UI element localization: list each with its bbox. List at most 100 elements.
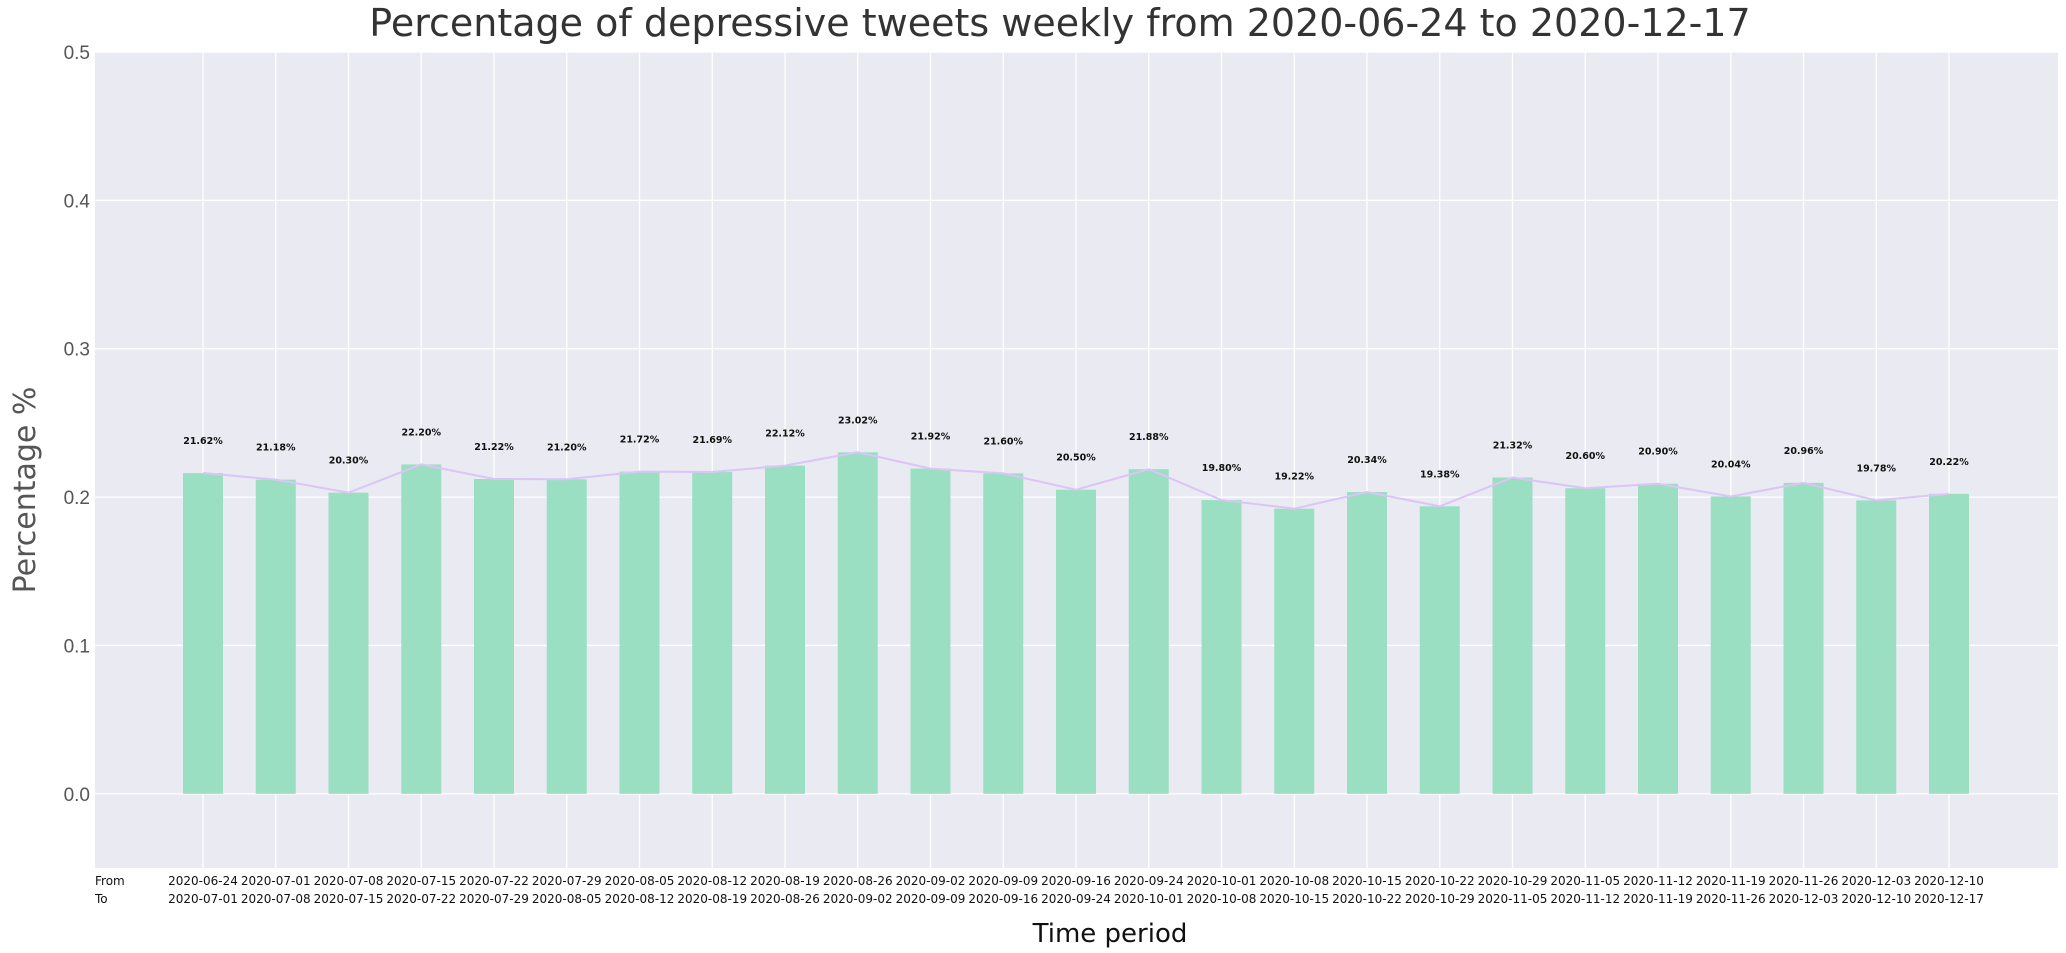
bar	[1274, 508, 1315, 794]
bar	[1056, 489, 1096, 794]
x-tick-label-from: 2020-09-24	[1114, 874, 1184, 888]
x-tick-label-from: 2020-07-29	[532, 874, 602, 888]
data-label: 21.72%	[620, 435, 660, 446]
x-tick-label-from: 2020-09-16	[1041, 874, 1111, 888]
x-tick-label-to: 2020-09-16	[968, 892, 1038, 906]
data-label: 21.92%	[911, 432, 951, 443]
bar	[1856, 500, 1897, 794]
data-label: 20.22%	[1929, 457, 1969, 468]
x-tick-label-to: 2020-07-01	[168, 892, 238, 906]
bars	[183, 452, 1969, 794]
x-tick-label-to: 2020-09-24	[1041, 892, 1111, 906]
x-tick-label-from: 2020-08-12	[677, 874, 747, 888]
bar	[255, 479, 296, 794]
bar	[1565, 488, 1606, 794]
data-label: 20.90%	[1638, 447, 1678, 458]
x-tick-label-to: 2020-10-15	[1259, 892, 1329, 906]
y-tick-label: 0.3	[64, 340, 90, 361]
x-tick-label-to: 2020-11-19	[1623, 892, 1693, 906]
bar	[1347, 492, 1387, 794]
x-tick-label-from: 2020-06-24	[168, 874, 238, 888]
x-tick-label-from: 2020-08-05	[605, 874, 675, 888]
data-label: 21.20%	[547, 442, 587, 453]
data-label: 22.20%	[401, 427, 441, 438]
x-tick-label-from: 2020-10-22	[1405, 874, 1475, 888]
data-label: 20.96%	[1784, 446, 1824, 457]
x-tick-label-to: 2020-12-17	[1914, 892, 1984, 906]
x-tick-label-from: 2020-08-26	[823, 874, 893, 888]
y-tick-label: 0.0	[64, 785, 90, 806]
bar	[983, 473, 1024, 794]
data-label: 22.12%	[765, 429, 805, 440]
x-tick-label-to: 2020-11-05	[1478, 892, 1548, 906]
x-tick-label-from: 2020-11-12	[1623, 874, 1693, 888]
x-tick-label-to: 2020-10-08	[1187, 892, 1257, 906]
x-tick-label-to: 2020-08-12	[605, 892, 675, 906]
bar	[1419, 506, 1460, 794]
bar	[1929, 493, 1969, 794]
x-tick-label-from: 2020-11-05	[1550, 874, 1620, 888]
bar	[1201, 500, 1242, 794]
data-label: 23.02%	[838, 415, 878, 426]
x-tick-label-to: 2020-07-15	[314, 892, 384, 906]
x-tick-label-to: 2020-12-10	[1841, 892, 1911, 906]
x-tick-label-from: 2020-10-29	[1478, 874, 1548, 888]
x-tick-label-to: 2020-08-19	[677, 892, 747, 906]
x-tick-label-to: 2020-11-12	[1550, 892, 1620, 906]
bar	[1492, 477, 1533, 794]
bar	[546, 479, 587, 794]
x-tick-label-from: 2020-12-10	[1914, 874, 1984, 888]
y-tick-label: 0.4	[64, 191, 91, 212]
x-tick-label-to: 2020-09-09	[896, 892, 966, 906]
x-tick-label-to: 2020-09-02	[823, 892, 893, 906]
x-axis-label: Time period	[1032, 919, 1188, 949]
x-tick-label-from: 2020-07-15	[386, 874, 456, 888]
y-axis-ticks: 0.0 0.1 0.2 0.3 0.4 0.5	[64, 43, 91, 806]
data-label: 20.50%	[1056, 453, 1096, 464]
data-label: 21.69%	[692, 435, 732, 446]
bar	[619, 471, 660, 794]
x-tick-label-to: 2020-11-26	[1696, 892, 1766, 906]
bar	[1128, 469, 1169, 794]
bar	[1638, 483, 1678, 794]
data-label: 21.18%	[256, 443, 296, 454]
chart-title: Percentage of depressive tweets weekly f…	[369, 1, 1750, 45]
x-tick-label-to: 2020-10-29	[1405, 892, 1475, 906]
x-tick-label-from: 2020-11-26	[1769, 874, 1839, 888]
x-tick-label-from: 2020-08-19	[750, 874, 820, 888]
trend-line	[202, 451, 1950, 510]
bar	[1710, 496, 1751, 794]
x-tick-label-from: 2020-11-19	[1696, 874, 1766, 888]
x-tick-label-from: 2020-09-09	[968, 874, 1038, 888]
x-row-label-to: To	[94, 892, 108, 906]
x-tick-label-from: 2020-10-15	[1332, 874, 1402, 888]
x-axis-ticks: 2020-06-24 2020-07-01 2020-07-08 2020-07-15…	[168, 874, 1984, 906]
x-tick-label-from: 2020-12-03	[1841, 874, 1911, 888]
bar	[692, 472, 733, 794]
data-label: 20.30%	[329, 456, 369, 467]
y-tick-label: 0.5	[64, 43, 90, 64]
data-label: 20.34%	[1347, 455, 1387, 466]
bar	[401, 464, 442, 794]
bar	[765, 465, 805, 794]
y-axis-label: Percentage %	[8, 387, 43, 594]
y-tick-label: 0.1	[64, 636, 90, 657]
x-tick-label-to: 2020-10-01	[1114, 892, 1184, 906]
x-tick-label-from: 2020-10-01	[1187, 874, 1257, 888]
data-label: 20.60%	[1565, 451, 1605, 462]
data-labels: 21.62% 21.18% 20.30% 22.20% 21.22% 21.20% 21.7…	[183, 415, 1969, 482]
data-label: 21.22%	[474, 442, 514, 453]
x-tick-label-to: 2020-08-26	[750, 892, 820, 906]
bar	[328, 492, 369, 794]
data-label: 21.62%	[183, 436, 223, 447]
x-tick-label-to: 2020-07-29	[459, 892, 529, 906]
data-label: 19.78%	[1856, 463, 1896, 474]
x-tick-label-from: 2020-07-01	[241, 874, 311, 888]
data-label: 19.38%	[1420, 469, 1460, 480]
bar	[1783, 482, 1824, 794]
x-tick-label-to: 2020-07-08	[241, 892, 311, 906]
x-row-label-from: From	[95, 874, 125, 888]
x-tick-label-from: 2020-10-08	[1259, 874, 1329, 888]
data-label: 19.80%	[1202, 463, 1242, 474]
x-tick-label-to: 2020-12-03	[1769, 892, 1839, 906]
